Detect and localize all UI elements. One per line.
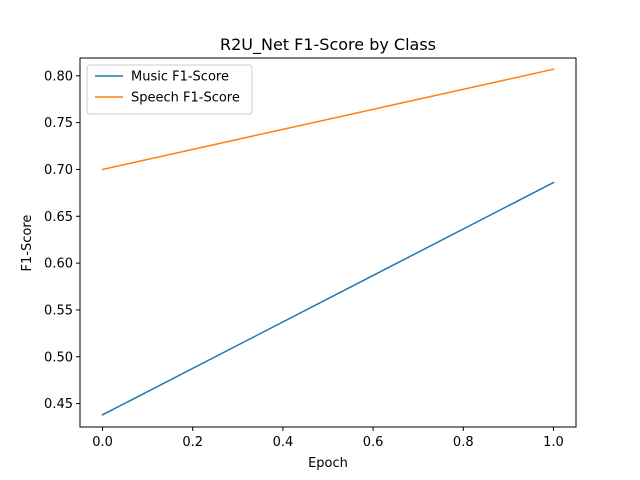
legend-items: Music F1-Score Speech F1-Score [95,70,240,106]
x-tick-label: 0.8 [453,435,474,450]
x-axis-ticks: 0.0 0.2 0.4 0.6 0.8 1.0 [92,427,564,450]
y-axis-label: F1-Score [20,215,35,272]
x-tick-label: 0.4 [273,435,294,450]
y-tick-label: 0.60 [44,257,73,272]
plot-frame [79,57,577,428]
series-line-1 [101,68,555,171]
y-tick-label: 0.50 [44,350,73,365]
plot-series [101,68,555,416]
chart-title: R2U_Net F1-Score by Class [220,35,436,55]
y-tick-label: 0.65 [44,210,73,225]
x-tick-label: 0.6 [363,435,384,450]
legend-label-0: Music F1-Score [131,70,229,85]
legend-label-1: Speech F1-Score [131,91,240,106]
x-tick-label: 0.2 [182,435,203,450]
y-tick-label: 0.55 [44,303,73,318]
legend-box [86,64,253,115]
x-tick-label: 1.0 [543,435,564,450]
series-line-0 [101,181,555,416]
y-tick-label: 0.80 [44,69,73,84]
legend: Music F1-Score Speech F1-Score [86,64,253,115]
x-axis-label: Epoch [308,456,348,471]
y-tick-label: 0.75 [44,116,73,131]
y-axis-ticks: 0.45 0.50 0.55 0.60 0.65 0.70 0.75 0.80 [44,69,80,412]
y-tick-label: 0.45 [44,397,73,412]
x-tick-label: 0.0 [92,435,113,450]
y-tick-label: 0.70 [44,163,73,178]
